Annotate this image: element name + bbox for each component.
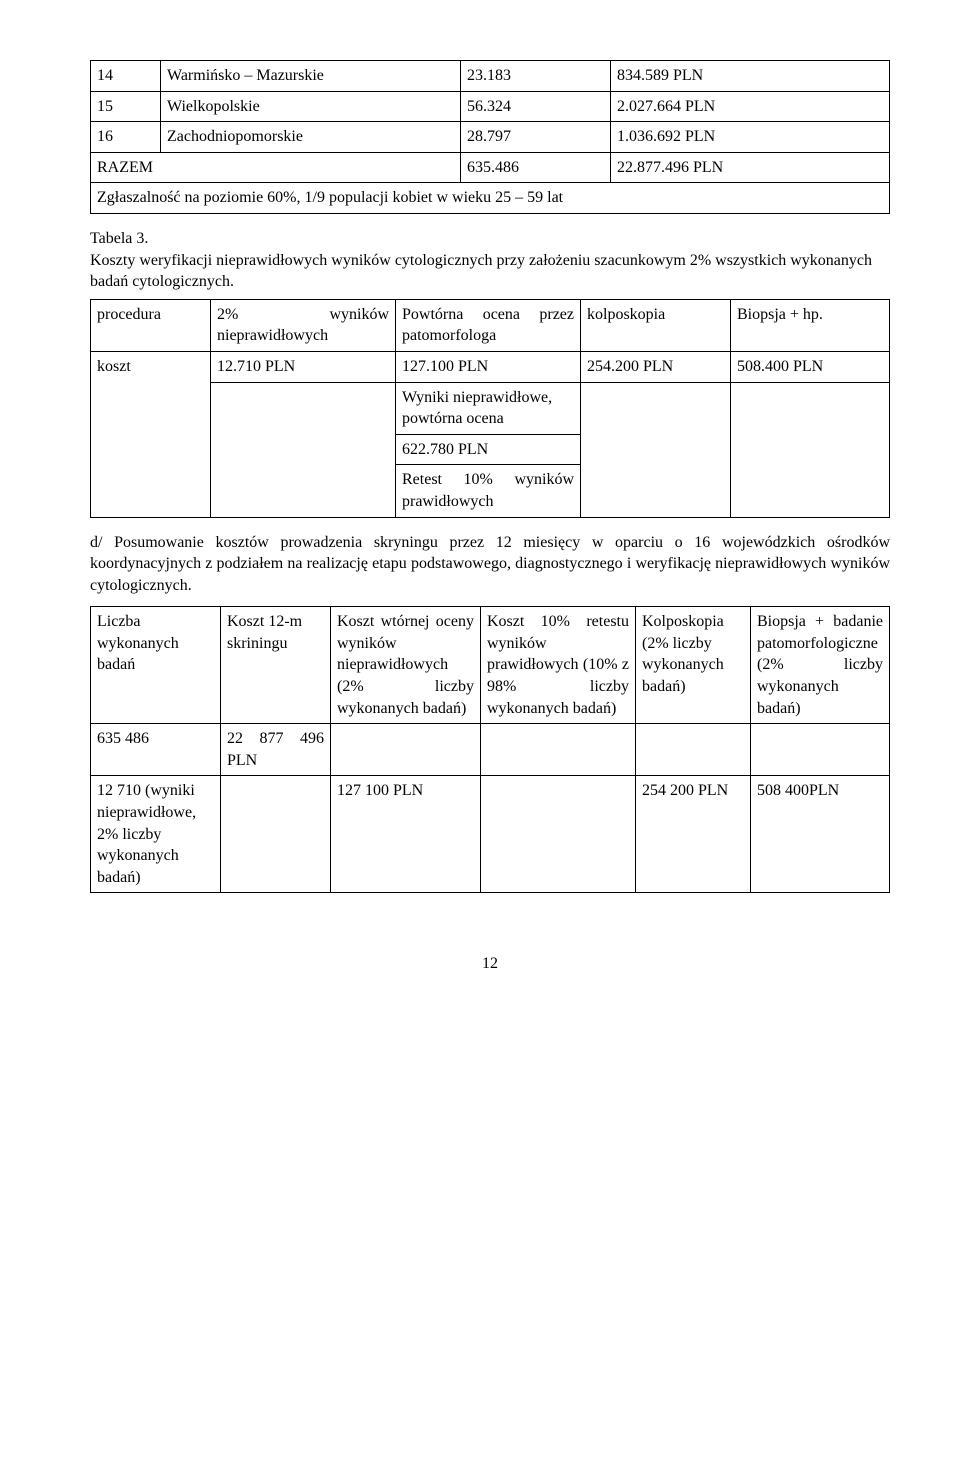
cell: Koszt 10% retestu wyników prawidłowych (… [481,607,636,724]
table-caption: Tabela 3. Koszty weryfikacji nieprawidło… [90,228,890,293]
cell [636,724,751,776]
table-row: koszt 12.710 PLN 127.100 PLN 254.200 PLN… [91,351,890,382]
table-row: 16 Zachodniopomorskie 28.797 1.036.692 P… [91,122,890,153]
cell: 22 877 496 PLN [221,724,331,776]
table-row-note: Zgłaszalność na poziomie 60%, 1/9 popula… [91,183,890,214]
table-row: Liczba wykonanych badań Koszt 12-m skrin… [91,607,890,724]
cell: Powtórna ocena przez patomorfologa [396,299,581,351]
cell: 1.036.692 PLN [611,122,890,153]
table-regions: 14 Warmińsko – Mazurskie 23.183 834.589 … [90,60,890,214]
cell: Kolposkopia (2% liczby wykonanych badań) [636,607,751,724]
cell: Wyniki nieprawidłowe, powtórna ocena [396,382,581,434]
table-row: procedura 2% wyników nieprawidłowych Pow… [91,299,890,351]
cell: Koszt 12-m skriningu [221,607,331,724]
table-costs: procedura 2% wyników nieprawidłowych Pow… [90,299,890,518]
cell: 2% wyników nieprawidłowych [211,299,396,351]
cell [481,776,636,893]
cell: 127.100 PLN [396,351,581,382]
cell: 15 [91,91,161,122]
table-row: 12 710 (wyniki nieprawidłowe, 2% liczby … [91,776,890,893]
paragraph-d: d/ Posumowanie kosztów prowadzenia skryn… [90,532,890,597]
cell [211,382,396,517]
cell: 508 400PLN [751,776,890,893]
cell: 635 486 [91,724,221,776]
cell-note: Zgłaszalność na poziomie 60%, 1/9 popula… [91,183,890,214]
cell [221,776,331,893]
cell: 254 200 PLN [636,776,751,893]
cell: Liczba wykonanych badań [91,607,221,724]
cell: 12 710 (wyniki nieprawidłowe, 2% liczby … [91,776,221,893]
cell: 834.589 PLN [611,61,890,92]
page-number: 12 [90,953,890,975]
cell: Biopsja + badanie patomorfologiczne (2% … [751,607,890,724]
cell: 635.486 [461,152,611,183]
cell: procedura [91,299,211,351]
cell: 28.797 [461,122,611,153]
cell: Zachodniopomorskie [161,122,461,153]
caption-text: Koszty weryfikacji nieprawidłowych wynik… [90,252,872,291]
table-row: 14 Warmińsko – Mazurskie 23.183 834.589 … [91,61,890,92]
cell: RAZEM [91,152,461,183]
cell: 56.324 [461,91,611,122]
cell: Warmińsko – Mazurskie [161,61,461,92]
cell: 508.400 PLN [731,351,890,382]
cell: 254.200 PLN [581,351,731,382]
cell [331,724,481,776]
cell: Retest 10% wyników prawidłowych [396,465,581,517]
cell [731,382,890,517]
table-row: 635 486 22 877 496 PLN [91,724,890,776]
cell: Wielkopolskie [161,91,461,122]
cell: 22.877.496 PLN [611,152,890,183]
cell: Koszt wtórnej oceny wyników nieprawidłow… [331,607,481,724]
cell: 2.027.664 PLN [611,91,890,122]
cell [581,382,731,517]
cell: 16 [91,122,161,153]
cell: 14 [91,61,161,92]
cell: 12.710 PLN [211,351,396,382]
table-row: 15 Wielkopolskie 56.324 2.027.664 PLN [91,91,890,122]
cell: kolposkopia [581,299,731,351]
table-row: RAZEM 635.486 22.877.496 PLN [91,152,890,183]
cell: 23.183 [461,61,611,92]
cell [481,724,636,776]
cell: Biopsja + hp. [731,299,890,351]
cell: 622.780 PLN [396,434,581,465]
table-summary: Liczba wykonanych badań Koszt 12-m skrin… [90,606,890,893]
cell: 127 100 PLN [331,776,481,893]
cell: koszt [91,351,211,517]
table-row: Wyniki nieprawidłowe, powtórna ocena [91,382,890,434]
caption-label: Tabela 3. [90,230,148,247]
cell [751,724,890,776]
